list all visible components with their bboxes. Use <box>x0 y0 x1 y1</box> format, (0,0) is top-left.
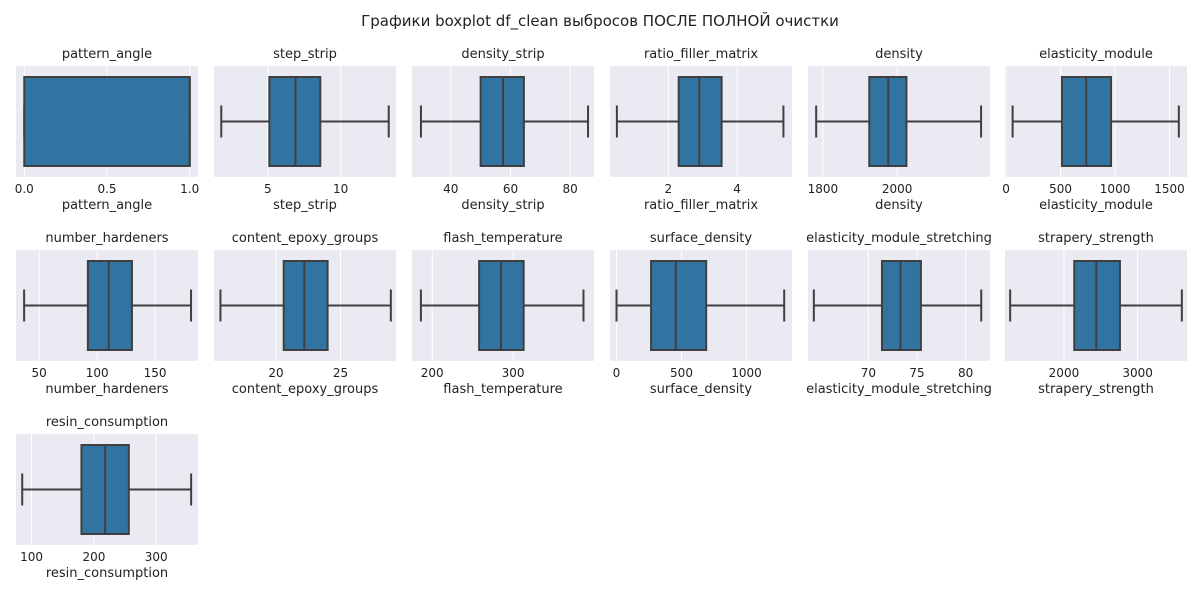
subplot-ratio_filler_matrix: 2 4 ratio_filler_matrix ratio_filler_matrix <box>610 47 792 213</box>
subplot-title: elasticity_module <box>1039 47 1153 62</box>
tick-label: 100 <box>20 550 43 564</box>
figure-title: Графики boxplot df_clean выбросов ПОСЛЕ … <box>361 11 839 31</box>
subplot-title: number_hardeners <box>45 231 168 246</box>
tick-label: 200 <box>421 366 444 380</box>
tick-label: 300 <box>145 550 168 564</box>
tick-label: 300 <box>502 366 525 380</box>
subplot-strapery_strength: 2000 3000 strapery_strength strapery_streng… <box>1005 231 1187 397</box>
subplot-elasticity_module: 0 500 1000 1500elasticity_moduleelasticity_… <box>1002 47 1187 213</box>
iqr-box <box>86 260 133 351</box>
tick-label: 100 <box>86 366 109 380</box>
tick-label: 0 <box>1002 182 1010 196</box>
tick-label: 5 <box>264 182 272 196</box>
tick-label: 500 <box>670 366 693 380</box>
tick-label: 2000 <box>1049 366 1080 380</box>
subplot-number_hardeners: 50 100 150 number_hardeners number_hardeners <box>16 231 198 397</box>
x-axis-label: density_strip <box>461 198 544 213</box>
tick-label: 1800 <box>808 182 839 196</box>
subplot-title: strapery_strength <box>1038 231 1154 246</box>
tick-label: 40 <box>443 182 458 196</box>
tick-label: 10 <box>333 182 348 196</box>
subplot-title: resin_consumption <box>46 415 168 430</box>
tick-label: 75 <box>909 366 924 380</box>
tick-label: 3000 <box>1122 366 1153 380</box>
subplot-step_strip: 5 10 step_strip step_strip <box>214 47 396 213</box>
tick-label: 20 <box>268 366 283 380</box>
subplot-title: surface_density <box>650 231 753 246</box>
tick-label: 0.0 <box>15 182 34 196</box>
subplot-title: density_strip <box>461 47 544 62</box>
tick-label: 0.5 <box>97 182 116 196</box>
x-axis-label: density <box>875 198 923 213</box>
subplot-pattern_angle: 0.0 0.5 1.0 pattern_angle pattern_angle <box>15 47 200 213</box>
subplot-title: ratio_filler_matrix <box>644 47 758 62</box>
x-axis-label: content_epoxy_groups <box>232 382 379 397</box>
tick-label: 80 <box>958 366 973 380</box>
subplot-resin_consumption: 100 200 300 resin_consumption resin_consumpt… <box>16 415 198 581</box>
tick-label: 0 <box>613 366 621 380</box>
iqr-box <box>23 76 191 167</box>
subplot-content_epoxy_groups: 20 25 content_epoxy_groups content_epoxy_gr… <box>214 231 396 397</box>
tick-label: 1.0 <box>180 182 199 196</box>
x-axis-label: resin_consumption <box>46 566 168 581</box>
subplot-title: flash_temperature <box>443 231 562 246</box>
tick-label: 200 <box>82 550 105 564</box>
tick-label: 2 <box>665 182 673 196</box>
x-axis-label: elasticity_module_stretching <box>806 382 992 397</box>
tick-label: 500 <box>1049 182 1072 196</box>
subplot-density_strip: 40 60 80 density_strip density_strip <box>412 47 594 213</box>
subplot-surface_density: 0 500 1000 surface_density surface_density <box>610 231 792 397</box>
x-axis-label: flash_temperature <box>443 382 562 397</box>
x-axis-label: elasticity_module <box>1039 198 1153 213</box>
subplot-title: step_strip <box>273 47 337 62</box>
tick-label: 150 <box>144 366 167 380</box>
subplot-title: density <box>875 47 923 62</box>
subplot-title: elasticity_module_stretching <box>806 231 992 246</box>
iqr-box <box>282 260 329 351</box>
x-axis-label: surface_density <box>650 382 753 397</box>
tick-label: 1500 <box>1154 182 1185 196</box>
tick-label: 4 <box>733 182 741 196</box>
x-axis-label: strapery_strength <box>1038 382 1154 397</box>
x-axis-label: ratio_filler_matrix <box>644 198 758 213</box>
subplot-title: content_epoxy_groups <box>232 231 379 246</box>
x-axis-label: pattern_angle <box>62 198 152 213</box>
subplot-flash_temperature: 200 300 flash_temperature flash_temperature <box>412 231 594 397</box>
tick-label: 50 <box>32 366 47 380</box>
iqr-box <box>650 260 708 351</box>
tick-label: 25 <box>333 366 348 380</box>
x-axis-label: step_strip <box>273 198 337 213</box>
tick-label: 70 <box>861 366 876 380</box>
subplot-elasticity_module_stretching: 70 75 80elasticity_module_stretchingelasti… <box>806 231 992 397</box>
tick-label: 1000 <box>731 366 762 380</box>
subplot-density: 1800 2000 density density <box>808 47 990 213</box>
subplot-grid: 0.0 0.5 1.0 pattern_angle pattern_angle 5 10 st… <box>15 47 1187 581</box>
tick-label: 1000 <box>1100 182 1131 196</box>
tick-label: 80 <box>562 182 577 196</box>
tick-label: 2000 <box>882 182 913 196</box>
subplot-title: pattern_angle <box>62 47 152 62</box>
tick-label: 60 <box>503 182 518 196</box>
x-axis-label: number_hardeners <box>45 382 168 397</box>
